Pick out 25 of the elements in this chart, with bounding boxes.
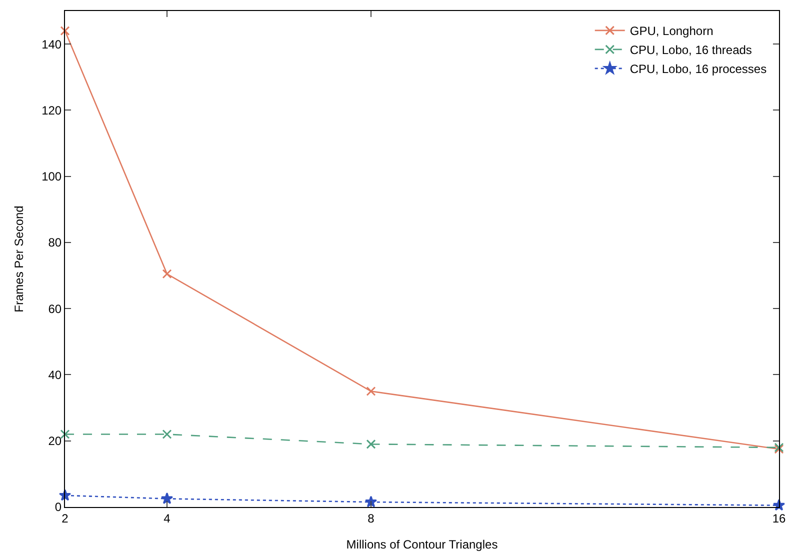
- point: [364, 496, 378, 508]
- point: [366, 386, 376, 396]
- point: [162, 430, 172, 439]
- y-tick-label: 60: [48, 302, 62, 316]
- x-tick-label: 8: [368, 511, 375, 526]
- legend-label: CPU, Lobo, 16 processes: [630, 62, 767, 76]
- y-tick-label: 80: [48, 236, 62, 250]
- point: [366, 439, 376, 449]
- x-tick-label: 4: [164, 511, 171, 526]
- point: [160, 492, 174, 504]
- point: [60, 26, 70, 36]
- y-tick-label: 40: [48, 368, 62, 382]
- x-tick-label: 16: [772, 511, 786, 526]
- legend-label: GPU, Longhorn: [630, 24, 714, 38]
- y-axis-title: Frames Per Second: [12, 206, 26, 312]
- y-tick-label: 120: [42, 103, 62, 118]
- y-tick-label: 20: [48, 434, 62, 448]
- y-tick-label: 0: [54, 500, 62, 514]
- legend-label: CPU, Lobo, 16 threads: [630, 43, 752, 58]
- x-axis-title: Millions of Contour Triangles: [346, 537, 498, 552]
- point: [60, 430, 70, 439]
- x-tick-label: 2: [62, 511, 69, 526]
- point: [162, 269, 172, 279]
- y-tick-label: 140: [42, 37, 62, 52]
- y-tick-label: 100: [42, 170, 62, 184]
